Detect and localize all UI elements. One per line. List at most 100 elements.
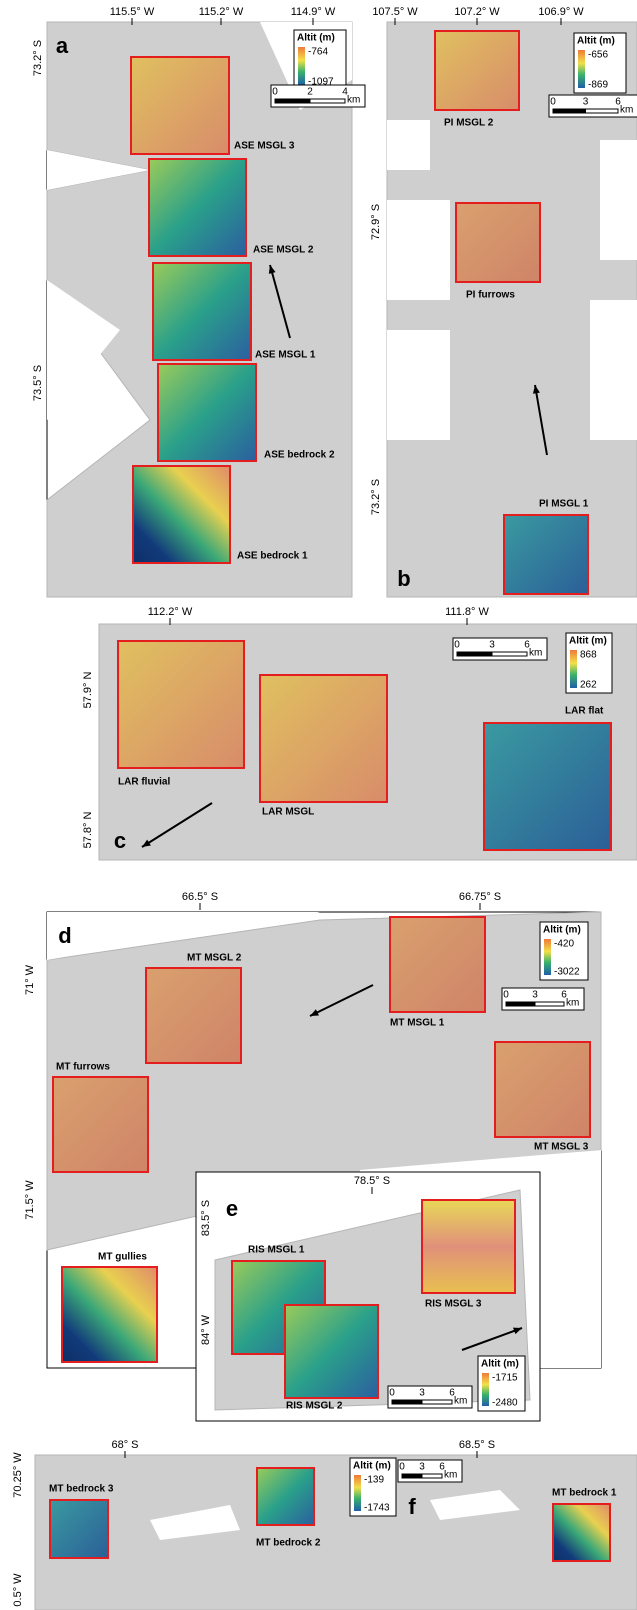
study-area-label: MT bedrock 1 xyxy=(552,1488,617,1499)
bathymetry-swath xyxy=(34,1454,637,1610)
longitude-label: 112.2° W xyxy=(148,606,193,618)
scale-label: 6 xyxy=(439,1462,445,1473)
study-area xyxy=(61,1266,158,1363)
flow-arrow-head xyxy=(513,1327,522,1335)
latitude-label: 0.5° W xyxy=(12,1573,24,1607)
scale-label: 0 xyxy=(399,1462,405,1473)
legend-ramp xyxy=(578,50,585,88)
data-gap xyxy=(387,120,430,170)
panel: RIS MSGL 1 RIS MSGL 2 RIS MSGL 3 e 78.5° S 83… xyxy=(195,1171,541,1422)
scale-label: 4 xyxy=(342,87,348,98)
longitude-label: 68° S xyxy=(111,1439,138,1451)
flow-arrow xyxy=(309,984,374,1017)
scale-unit: km xyxy=(454,1396,467,1407)
scale-bar-black xyxy=(391,1399,423,1405)
latitude-label: 73.2° S xyxy=(32,40,44,76)
legend-title: Altit (m) xyxy=(481,1359,519,1370)
study-area-label: MT MSGL 2 xyxy=(187,953,242,964)
data-gap xyxy=(47,912,320,960)
study-area xyxy=(389,916,486,1013)
study-area xyxy=(256,1467,315,1526)
longitude-label: 66.5° S xyxy=(182,891,218,903)
legend-max: -1715 xyxy=(492,1373,518,1384)
data-gap xyxy=(600,140,637,260)
scale-unit: km xyxy=(347,95,360,106)
scale-label: 0 xyxy=(454,640,460,651)
legend-min: -3022 xyxy=(554,967,580,978)
study-area xyxy=(483,722,612,851)
panel: PI MSGL 2 PI furrows PI MSGL 1 b 107.5° W 107… xyxy=(370,6,637,598)
legend-ramp xyxy=(544,939,551,975)
study-area xyxy=(284,1304,379,1399)
study-area-label: ASE MSGL 1 xyxy=(255,350,316,361)
scale-bar-white xyxy=(421,1399,453,1405)
study-area-label: MT MSGL 3 xyxy=(534,1142,589,1153)
study-area xyxy=(455,202,541,283)
study-area xyxy=(552,1503,611,1562)
flow-arrow xyxy=(269,264,291,339)
study-area-label: LAR flat xyxy=(565,706,604,717)
flow-arrow-head xyxy=(268,265,276,274)
legend-max: 868 xyxy=(580,650,597,661)
study-area-label: RIS MSGL 1 xyxy=(248,1245,305,1256)
longitude-label: 115.5° W xyxy=(110,6,155,18)
scale-unit: km xyxy=(529,648,542,659)
longitude-label: 78.5° S xyxy=(354,1175,390,1187)
scale-label: 0 xyxy=(272,87,278,98)
study-area-label: LAR fluvial xyxy=(118,777,170,788)
scale-label: 6 xyxy=(615,97,621,108)
data-gap xyxy=(47,280,120,420)
latitude-label: 70.25° W xyxy=(12,1452,24,1498)
scale-label: 0 xyxy=(389,1388,395,1399)
panel-letter: c xyxy=(114,828,126,853)
scale-label: 6 xyxy=(561,990,567,1001)
study-area-label: MT MSGL 1 xyxy=(390,1018,445,1029)
data-gap xyxy=(590,300,637,440)
longitude-label: 66.75° S xyxy=(459,891,501,903)
scale-bar-black xyxy=(456,651,493,657)
study-area-label: RIS MSGL 2 xyxy=(286,1401,343,1412)
study-area-label: ASE bedrock 1 xyxy=(237,551,308,562)
study-area xyxy=(503,514,589,595)
study-area xyxy=(117,640,245,769)
panel-letter: e xyxy=(226,1196,238,1221)
data-gap xyxy=(430,1490,520,1520)
data-gap xyxy=(387,200,450,300)
study-area xyxy=(52,1076,149,1173)
study-area-label: LAR MSGL xyxy=(262,807,314,818)
longitude-label: 106.9° W xyxy=(538,6,584,18)
study-area xyxy=(421,1199,516,1294)
study-area-label: ASE MSGL 3 xyxy=(234,141,295,152)
study-area-label: MT bedrock 3 xyxy=(49,1484,114,1495)
scale-label: 6 xyxy=(524,640,530,651)
scale-bar-black xyxy=(552,108,586,114)
latitude-label: 57.8° N xyxy=(82,812,94,849)
scale-bar-white xyxy=(534,1001,565,1007)
scale-bar-black xyxy=(274,98,311,104)
study-area xyxy=(434,30,520,111)
scale-label: 3 xyxy=(583,97,589,108)
panel-letter: b xyxy=(397,566,410,591)
study-area-label: MT furrows xyxy=(56,1062,110,1073)
scale-label: 3 xyxy=(419,1462,425,1473)
legend-title: Altit (m) xyxy=(297,33,335,44)
study-area xyxy=(152,262,252,361)
scale-unit: km xyxy=(620,105,633,116)
legend-max: -420 xyxy=(554,939,574,950)
scale-label: 0 xyxy=(550,97,556,108)
study-area xyxy=(132,465,231,564)
scale-label: 3 xyxy=(532,990,538,1001)
panel: MT bedrock 3 MT bedrock 2 MT bedrock 1 f 68°… xyxy=(12,1439,637,1610)
flow-arrow-head xyxy=(310,1009,319,1016)
flow-arrow-head xyxy=(142,839,151,847)
legend-title: Altit (m) xyxy=(569,636,607,647)
longitude-label: 114.9° W xyxy=(291,6,336,18)
study-area-label: RIS MSGL 3 xyxy=(425,1299,482,1310)
scale-label: 3 xyxy=(489,640,495,651)
latitude-label: 73.2° S xyxy=(370,479,382,515)
legend-ramp xyxy=(298,47,305,85)
scale-label: 3 xyxy=(419,1388,425,1399)
legend-min: -869 xyxy=(588,80,608,91)
data-gap xyxy=(387,330,450,440)
